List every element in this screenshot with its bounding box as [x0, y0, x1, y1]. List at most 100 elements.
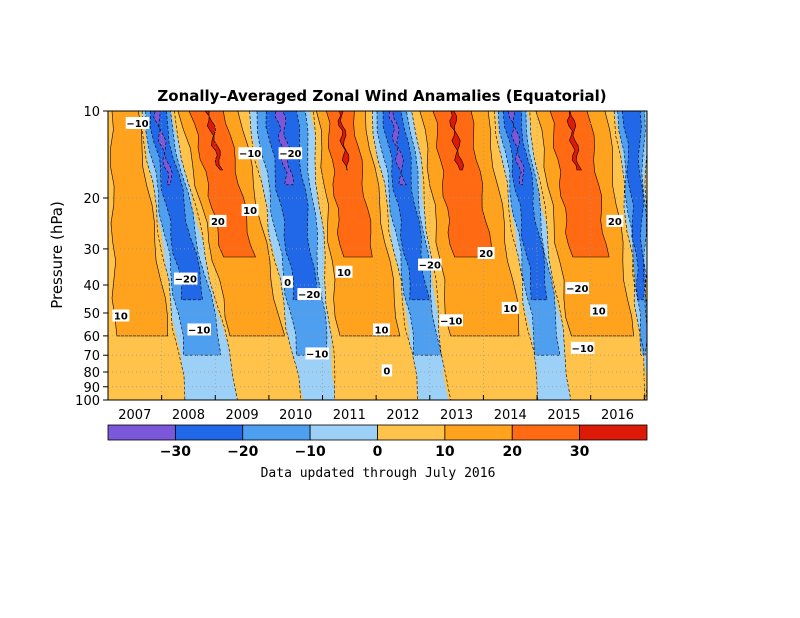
contour-label-bg	[590, 304, 608, 317]
contour-label: 20	[477, 247, 495, 260]
westerly-band	[326, 111, 373, 257]
colorbar-swatch	[309, 424, 378, 441]
contour-label: 10	[335, 265, 353, 279]
colorbar: −30 −20 −10 0 10 20 30	[107, 424, 648, 460]
westerly-band	[338, 111, 349, 170]
westerly-band	[110, 111, 168, 336]
easterly-band	[383, 111, 430, 300]
contour-label-text: −20	[298, 290, 320, 301]
contour-label-bg	[174, 272, 198, 285]
westerly-contour	[316, 111, 401, 337]
x-tick-label: 2009	[226, 408, 259, 423]
contour-label: 0	[381, 364, 393, 377]
contour-label-text: 0	[284, 278, 291, 289]
contour-label-bg	[278, 147, 303, 160]
colorbar-label: 30	[570, 444, 590, 460]
easterly-band	[265, 111, 317, 300]
x-tick-label: 2010	[279, 408, 312, 423]
colorbar-label: −20	[227, 444, 258, 460]
easterly-contour	[502, 111, 548, 301]
easterly-contour	[376, 111, 442, 356]
contour-label-bg	[297, 288, 321, 301]
easterly-contour	[494, 111, 572, 400]
colorbar-swatch	[242, 424, 311, 441]
contour-label-text: −20	[566, 284, 588, 295]
contour-label-bg	[282, 275, 293, 288]
contour-label-text: 10	[114, 311, 128, 322]
contour-label: −20	[278, 147, 303, 160]
contour-label: 10	[241, 203, 259, 217]
contour-label: −10	[570, 341, 595, 355]
easterly-contour	[617, 111, 647, 356]
x-tick-label: 2007	[118, 408, 151, 423]
contour-label-text: −10	[126, 119, 148, 130]
plot-frame	[107, 110, 648, 401]
westerly-band	[189, 111, 256, 257]
contour-label-bg	[501, 301, 519, 314]
easterly-contour	[141, 111, 238, 400]
contour-label-text: −20	[419, 261, 441, 272]
y-tick-label: 30	[83, 243, 100, 258]
easterly-contour	[371, 111, 452, 400]
contour-label-bg	[565, 282, 590, 295]
contour-label: 20	[606, 214, 624, 228]
easterly-contour	[256, 111, 328, 356]
contour-label-bg	[187, 323, 211, 336]
contour-label-bg	[335, 265, 353, 278]
westerly-contour	[110, 111, 169, 337]
contour-label-text: 20	[211, 217, 225, 228]
contour-label: 20	[209, 214, 227, 228]
contour-label-text: 10	[337, 268, 351, 279]
y-axis-label: Pressure (hPa)	[48, 201, 66, 309]
contour-label-bg	[373, 323, 391, 336]
westerly-contour	[325, 111, 373, 258]
contour-label: −10	[125, 116, 150, 130]
colorbar-swatch	[511, 424, 581, 441]
colorbar-swatch	[107, 424, 176, 441]
x-tick-label: 2016	[601, 408, 634, 423]
contour-label-bg	[477, 247, 495, 260]
colorbar-swatch	[444, 424, 513, 441]
y-tick-label: 80	[83, 366, 100, 381]
contour-label-bg	[570, 341, 595, 354]
contour-label: −10	[187, 323, 211, 336]
contour-label-text: 10	[592, 306, 606, 317]
contour-lines	[110, 111, 647, 400]
y-tick-label: 60	[83, 330, 100, 345]
contour-label: −10	[238, 147, 262, 160]
easterly-band	[622, 111, 646, 300]
colorbar-label: 10	[435, 444, 455, 460]
contour-label-bg	[381, 364, 393, 377]
y-tick-label: 70	[83, 349, 100, 364]
y-tick-label: 20	[83, 192, 100, 207]
colorbar-label: −10	[295, 444, 326, 460]
colorbar-label: 0	[373, 444, 383, 460]
contour-label-text: −10	[440, 316, 462, 327]
contour-label-bg	[238, 147, 262, 160]
easterly-contour	[497, 111, 561, 356]
colorbar-swatch	[174, 424, 244, 441]
westerly-contour	[449, 111, 464, 171]
chart-title: Zonally–Averaged Zonal Wind Anamalies (E…	[157, 87, 606, 105]
contour-fills	[108, 111, 647, 400]
contour-label: 10	[590, 304, 608, 317]
contour-label-bg	[418, 258, 442, 271]
contour-label-text: 10	[375, 325, 389, 336]
colorbar-swatch	[579, 424, 648, 441]
contour-label-text: 20	[608, 217, 622, 228]
contour-label: 10	[373, 323, 391, 336]
x-tick-label: 2008	[172, 408, 205, 423]
y-tick-label: 100	[75, 394, 100, 409]
contour-label-text: −20	[279, 149, 301, 160]
easterly-contour	[274, 111, 295, 186]
contour-labels: −10 10 −20 −10 20 −10 10 −20 0 −20 −10 10 10 0 −20 −10 2…	[112, 116, 624, 377]
contour-label-text: −10	[571, 344, 593, 355]
contour-label: −20	[565, 282, 590, 295]
x-tick-label: 2014	[494, 408, 527, 423]
westerly-contour	[337, 111, 350, 171]
contour-label-text: −10	[188, 325, 210, 336]
y-tick-label: 10	[83, 105, 100, 120]
x-axis-ticks: 2007 2008 2009 2010 2011 2012 2013 2014 2015 2016	[118, 395, 645, 423]
westerly-contour	[566, 111, 583, 171]
contour-label: −20	[418, 258, 442, 272]
